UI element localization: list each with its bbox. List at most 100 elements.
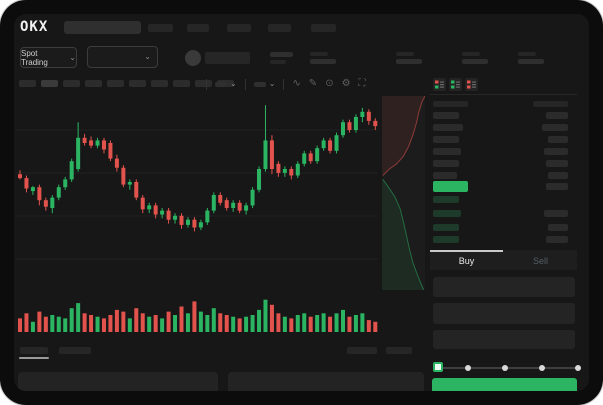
timeframe-button[interactable] [173,80,190,87]
orderbook-ask-row[interactable] [430,172,577,179]
settings-icon[interactable]: ⚙ [341,78,351,89]
draw-icon[interactable]: ✎ [308,78,318,89]
bid-price-placeholder [433,236,459,243]
ask-price-placeholder [433,112,459,119]
amount-input[interactable] [433,303,575,324]
slider-stop-dot[interactable] [465,365,471,371]
timeframe-button[interactable] [195,80,212,87]
ask-amount-placeholder [548,136,568,143]
orderbook-ask-row[interactable] [430,148,577,155]
market-type-selector[interactable]: Spot Trading ⌄ [20,47,77,68]
orderbook-bid-row[interactable] [430,210,577,217]
orderbook-ask-row[interactable] [430,160,577,167]
orderbook-divider [430,94,577,95]
ask-amount-placeholder [548,172,568,179]
stat-label [270,52,293,57]
total-input[interactable] [433,330,575,349]
indicator-label [215,81,227,87]
search-input[interactable] [64,21,141,34]
bid-amount-placeholder [544,210,568,217]
slider-handle[interactable] [433,362,443,372]
ask-amount-placeholder [546,112,568,119]
toolbar-divider [244,78,246,90]
orderbook-ask-row[interactable] [430,136,577,143]
timeframe-button[interactable] [107,80,124,87]
tab-buy[interactable]: Buy [458,256,475,266]
depth-chart [382,96,425,290]
ask-price-placeholder [433,172,457,179]
stat-label [310,52,328,56]
orderbook-bid-row[interactable] [430,224,577,231]
market-type-label: Spot Trading [21,48,48,67]
stat-value [462,59,488,64]
price-input[interactable] [433,277,575,297]
toolbar-divider [283,78,285,90]
orderbook-col-header-price [433,101,468,107]
ask-price-placeholder [433,148,461,155]
buy-tab-indicator [430,250,503,252]
bid-price-placeholder [433,196,459,203]
stat-label [518,52,536,56]
timeframe-button[interactable] [63,80,80,87]
buy-submit-button[interactable] [432,378,577,391]
book-bids-icon[interactable] [449,78,462,91]
slider-stop-dot[interactable] [575,365,581,371]
timeframe-button[interactable] [151,80,168,87]
okx-logo: OKX [20,19,49,35]
trade-tab-bar: Buy Sell [430,250,577,270]
indicator-dropdown[interactable]: ⌄ [215,80,237,88]
wave-icon[interactable]: ∿ [292,78,301,89]
ask-amount-placeholder [542,124,568,131]
book-both-icon[interactable] [433,78,446,91]
slider-stop-dot[interactable] [539,365,545,371]
ask-price-placeholder [433,124,463,131]
chevron-down-icon: ⌄ [230,79,237,88]
chevron-down-icon: ⌄ [144,52,151,61]
stat-value [270,60,286,64]
candlestick-chart[interactable] [16,96,378,290]
slider-stop-dot[interactable] [502,365,508,371]
indicator-dropdown[interactable]: ⌄ [253,80,275,88]
chart-toolbar-icons: ⌄ ⌄ ∿ ✎ ⊙ ⚙ ⛶ [206,78,366,90]
nav-item[interactable] [227,24,251,32]
orders-panel-placeholder[interactable] [18,372,218,391]
ask-amount-placeholder [546,160,568,167]
bid-price-placeholder [433,210,461,217]
stat-value [310,59,336,64]
nav-item[interactable] [148,24,173,32]
camera-icon[interactable]: ⊙ [325,78,334,89]
orderbook-ask-row[interactable] [430,112,577,119]
toolbar-divider [206,78,207,90]
timeframe-button[interactable] [129,80,146,87]
chart-option[interactable] [386,347,412,354]
bid-amount-placeholder [546,236,568,243]
orderbook-bid-row[interactable] [430,236,577,243]
pair-avatar [185,50,201,66]
ask-amount-placeholder [544,148,568,155]
orderbook-rows[interactable] [430,14,577,254]
indicator-label [253,81,266,87]
nav-item[interactable] [268,24,291,32]
ask-price-placeholder [433,136,459,143]
history-panel-placeholder[interactable] [228,372,424,391]
timeframe-buttons [19,80,249,88]
last-price-row [430,181,577,192]
nav-item[interactable] [311,24,336,32]
bid-amount-placeholder [548,224,568,231]
nav-item[interactable] [187,24,209,32]
pair-selector[interactable]: ⌄ [87,46,158,68]
chart-option[interactable] [347,347,377,354]
timeframe-button[interactable] [19,80,36,87]
tab-sell[interactable]: Sell [532,256,548,266]
stat-label [396,52,414,56]
fullscreen-icon[interactable]: ⛶ [358,78,366,89]
timeframe-button[interactable] [85,80,102,87]
chevron-down-icon: ⌄ [69,52,76,62]
chart-tab[interactable] [59,347,91,354]
book-asks-icon[interactable] [465,78,478,91]
orderbook-bid-row[interactable] [430,196,577,203]
chart-tab-active[interactable] [20,347,48,354]
timeframe-button[interactable] [41,80,58,87]
orderbook-ask-row[interactable] [430,124,577,131]
